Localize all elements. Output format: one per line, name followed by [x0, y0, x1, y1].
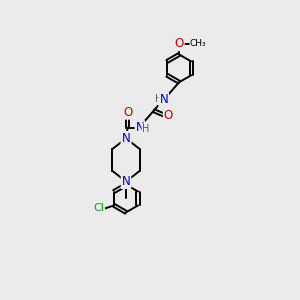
Text: O: O [175, 37, 184, 50]
Text: O: O [164, 109, 173, 122]
Text: Cl: Cl [93, 203, 104, 214]
Text: O: O [123, 106, 132, 119]
Text: H: H [155, 94, 162, 104]
Text: N: N [159, 93, 168, 106]
Text: N: N [122, 175, 130, 188]
Text: N: N [136, 121, 144, 134]
Text: N: N [122, 132, 130, 145]
Text: H: H [142, 124, 150, 134]
Text: CH₃: CH₃ [190, 39, 207, 48]
Text: N: N [122, 132, 130, 145]
